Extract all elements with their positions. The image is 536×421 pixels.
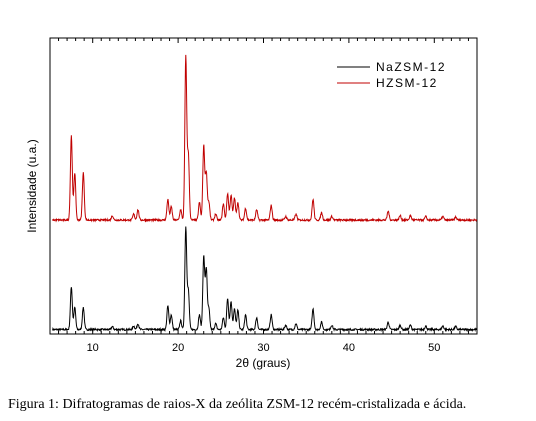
xrd-chart: 10 20 30 40 50 2θ (graus) Intensidade (u.a.)… bbox=[25, 37, 478, 370]
legend: NaZSM-12 HZSM-12 bbox=[337, 60, 446, 90]
legend-label-hzsm12: HZSM-12 bbox=[376, 76, 438, 90]
series-layer bbox=[52, 54, 478, 333]
x-tick-label: 30 bbox=[257, 342, 269, 354]
y-axis-title: Intensidade (u.a.) bbox=[25, 139, 39, 232]
x-tick-label: 50 bbox=[428, 342, 440, 354]
x-tick-label: 40 bbox=[343, 342, 355, 354]
x-axis-title: 2θ (graus) bbox=[236, 356, 291, 370]
ticks-layer: 10 20 30 40 50 bbox=[49, 38, 478, 354]
figure-caption: Figura 1: Difratogramas de raios-X da ze… bbox=[8, 397, 467, 412]
series-line-hzsm12 bbox=[52, 54, 478, 223]
x-tick-label: 20 bbox=[172, 342, 184, 354]
x-tick-label: 10 bbox=[87, 342, 99, 354]
legend-label-nazsm12: NaZSM-12 bbox=[376, 60, 446, 74]
series-line-nazsm12 bbox=[52, 226, 478, 333]
